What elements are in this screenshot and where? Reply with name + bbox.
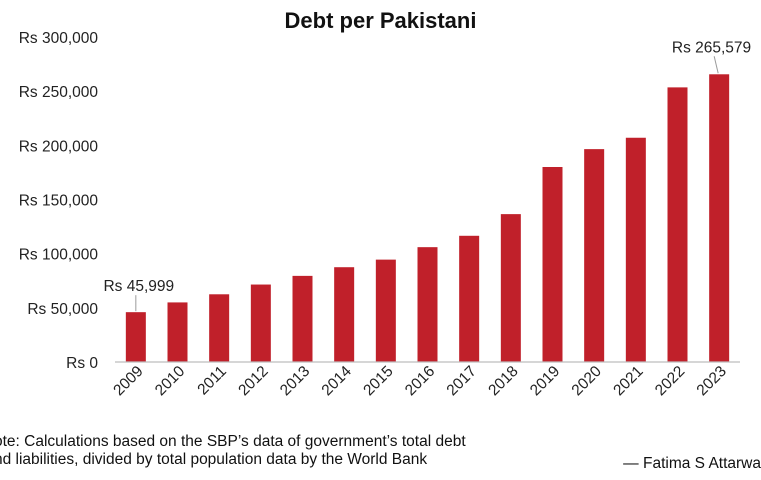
- bar-2022: [667, 87, 688, 362]
- x-tick-label: 2014: [319, 363, 356, 400]
- x-tick-label: 2010: [152, 363, 189, 400]
- bar-2015: [375, 259, 396, 362]
- x-tick-label: 2018: [485, 363, 521, 399]
- y-tick-label: Rs 300,000: [19, 30, 99, 47]
- bar-2012: [250, 284, 271, 362]
- x-tick-label: 2022: [652, 363, 688, 399]
- author-credit: — Fatima S Attarwa: [623, 455, 761, 472]
- y-tick-label: Rs 250,000: [19, 84, 99, 101]
- bar-2009: [125, 312, 146, 362]
- bar-2020: [584, 149, 605, 362]
- y-tick-label: Rs 150,000: [19, 193, 99, 210]
- bar-2019: [542, 167, 563, 362]
- data-label: Rs 45,999: [103, 278, 174, 295]
- bar-2018: [500, 214, 521, 362]
- y-tick-label: Rs 200,000: [19, 138, 99, 155]
- y-tick-label: Rs 100,000: [19, 247, 99, 264]
- bar-2016: [417, 247, 438, 362]
- x-tick-label: 2013: [277, 363, 313, 399]
- annotation-leader: [713, 56, 719, 74]
- x-tick-label: 2021: [610, 363, 646, 399]
- footnote-line-1: ote: Calculations based on the SBP’s dat…: [0, 433, 466, 450]
- bar-2014: [334, 267, 355, 362]
- bar-2011: [209, 294, 230, 362]
- x-tick-label: 2016: [402, 363, 438, 399]
- x-tick-label: 2017: [444, 363, 480, 399]
- y-tick-label: Rs 50,000: [27, 301, 98, 318]
- x-tick-label: 2011: [194, 363, 230, 399]
- footnote: ote: Calculations based on the SBP’s dat…: [0, 433, 466, 469]
- y-tick-label: Rs 0: [66, 355, 98, 372]
- bar-2023: [709, 74, 730, 362]
- footnote-line-2: nd liabilities, divided by total populat…: [0, 451, 428, 468]
- x-tick-label: 2020: [569, 363, 606, 400]
- bar-2021: [625, 137, 646, 362]
- data-label: Rs 265,579: [672, 39, 751, 56]
- bar-2013: [292, 275, 313, 362]
- x-tick-label: 2009: [110, 363, 146, 399]
- bar-2010: [167, 302, 188, 362]
- bar-chart: Rs 0 Rs 50,000 Rs 100,000 Rs 150,000 Rs 200,…: [19, 30, 751, 400]
- bar-2017: [459, 235, 480, 362]
- x-tick-label: 2023: [694, 363, 730, 399]
- x-tick-label: 2019: [527, 363, 563, 399]
- x-tick-label: 2012: [235, 363, 271, 399]
- x-tick-label: 2015: [360, 363, 396, 399]
- chart-title: Debt per Pakistani: [284, 8, 477, 33]
